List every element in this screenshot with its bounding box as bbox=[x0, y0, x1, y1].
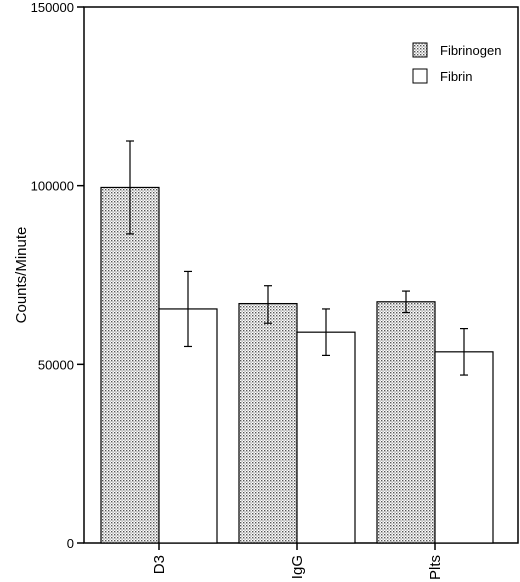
legend-swatch-fibrin bbox=[412, 68, 428, 84]
y-axis: 0 50000 100000 150000 bbox=[31, 0, 84, 551]
y-tick-label: 50000 bbox=[38, 357, 74, 372]
bar-fibrinogen-igg bbox=[238, 302, 298, 544]
legend: Fibrinogen Fibrin bbox=[412, 42, 501, 84]
y-tick-label: 100000 bbox=[31, 179, 74, 194]
bars bbox=[100, 186, 494, 544]
legend-swatch-fibrinogen bbox=[412, 42, 428, 58]
y-tick-label: 150000 bbox=[31, 0, 74, 15]
x-axis: D3 IgG Plts bbox=[151, 543, 444, 580]
y-axis-label: Counts/Minute bbox=[13, 227, 30, 324]
bar-fibrinogen-plts bbox=[376, 301, 436, 544]
bar-fibrinogen-d3 bbox=[100, 186, 160, 544]
error-bars bbox=[126, 140, 468, 376]
bar-fibrin-d3 bbox=[158, 308, 218, 544]
bar-fibrin-igg bbox=[296, 331, 356, 544]
legend-label-fibrin: Fibrin bbox=[440, 69, 473, 84]
x-tick-label-igg: IgG bbox=[289, 555, 306, 579]
x-tick-label-d3: D3 bbox=[151, 555, 168, 574]
y-tick-label: 0 bbox=[67, 536, 74, 551]
legend-label-fibrinogen: Fibrinogen bbox=[440, 43, 501, 58]
bar-fibrin-plts bbox=[434, 351, 494, 544]
x-tick-label-plts: Plts bbox=[427, 555, 444, 580]
